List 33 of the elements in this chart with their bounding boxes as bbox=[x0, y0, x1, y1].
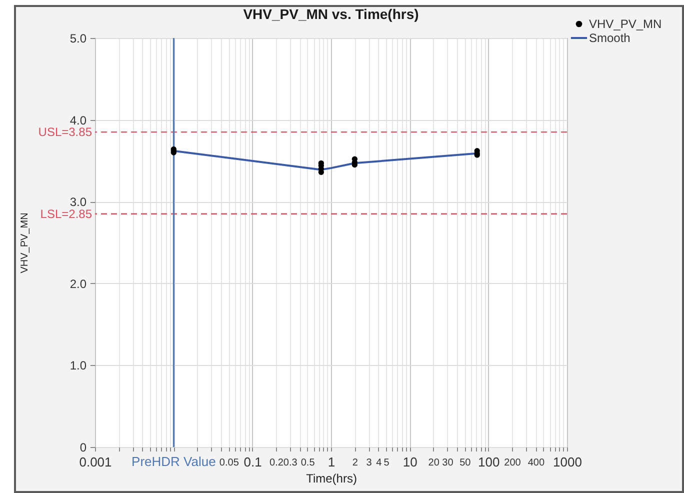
x-tick-label: 50 bbox=[460, 458, 472, 468]
y-tick-label: 4.0 bbox=[70, 113, 87, 128]
chart-title: VHV_PV_MN vs. Time(hrs) bbox=[243, 6, 419, 22]
y-tick-label: 0 bbox=[80, 440, 87, 454]
x-tick-label: 0.001 bbox=[79, 454, 112, 470]
x-tick-label: 10 bbox=[402, 454, 418, 470]
legend-label: Smooth bbox=[589, 31, 630, 45]
x-tick-label: 0.3 bbox=[283, 458, 298, 468]
ref-line-label: LSL=2.85 bbox=[40, 206, 92, 221]
x-tick-label: 0.05 bbox=[219, 458, 240, 468]
y-tick-label: 2.0 bbox=[70, 276, 87, 291]
x-tick-label: 400 bbox=[528, 458, 545, 468]
x-tick-label: 1 bbox=[328, 454, 336, 470]
x-tick-label: 0.5 bbox=[300, 458, 316, 468]
x-tick-label: 4 bbox=[376, 458, 382, 468]
ref-line-label: USL=3.85 bbox=[38, 125, 92, 140]
x-axis-title: Time(hrs) bbox=[306, 472, 357, 486]
y-axis-title: VHV_PV_MN bbox=[20, 212, 30, 274]
ref-line-label: PreHDR Value bbox=[132, 454, 216, 469]
x-tick-label: 0.1 bbox=[244, 454, 262, 470]
y-tick-label: 5.0 bbox=[70, 32, 87, 46]
y-tick-label: 1.0 bbox=[70, 358, 87, 373]
x-tick-label: 2 bbox=[352, 458, 358, 468]
x-tick-label: 20 bbox=[428, 458, 440, 468]
x-tick-label: 100 bbox=[478, 454, 500, 470]
x-tick-label: 200 bbox=[504, 458, 522, 468]
x-tick-label: 1000 bbox=[553, 454, 582, 470]
x-tick-label: 0.2 bbox=[270, 458, 284, 468]
x-tick-label: 5 bbox=[384, 458, 390, 468]
y-tick-label: 3.0 bbox=[70, 195, 87, 210]
legend-label: VHV_PV_MN bbox=[589, 17, 662, 31]
x-tick-label: 30 bbox=[442, 458, 454, 468]
x-tick-label: 3 bbox=[366, 458, 372, 468]
